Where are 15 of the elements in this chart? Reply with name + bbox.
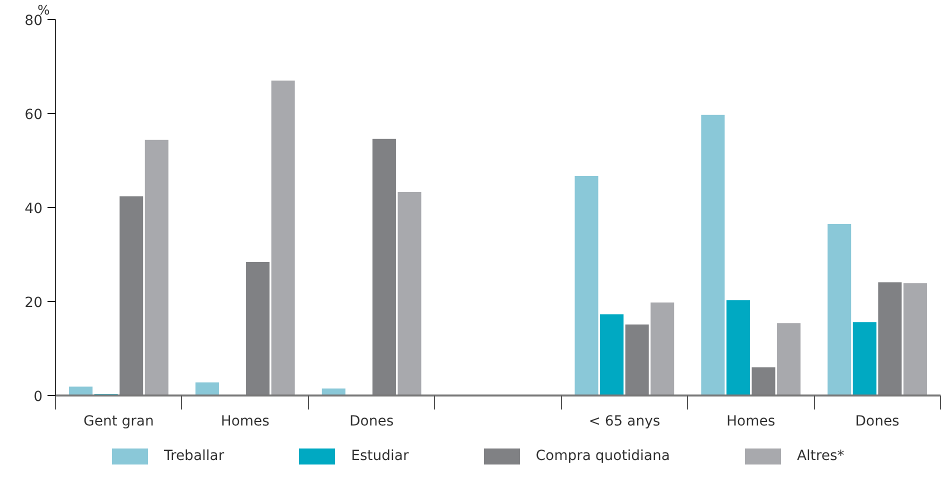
legend-label: Altres* [796,448,844,464]
x-tick-label: Gent gran [84,414,154,430]
x-tick-label: Dones [855,414,900,430]
y-tick-label: 60 [24,107,43,123]
y-tick-label: 40 [24,201,43,217]
legend-label: Estudiar [351,448,409,464]
x-tick-label: Dones [350,414,394,430]
x-tick-label: Homes [220,414,270,430]
y-tick-label: 80 [24,13,43,29]
x-tick-label: Homes [726,414,776,430]
legend-label: Treballar [164,448,224,464]
x-tick-label: < 65 anys [588,414,660,430]
legend-label: Compra quotidiana [536,448,670,464]
y-tick-label: 20 [24,295,43,311]
y-tick-label: 0 [34,389,43,405]
